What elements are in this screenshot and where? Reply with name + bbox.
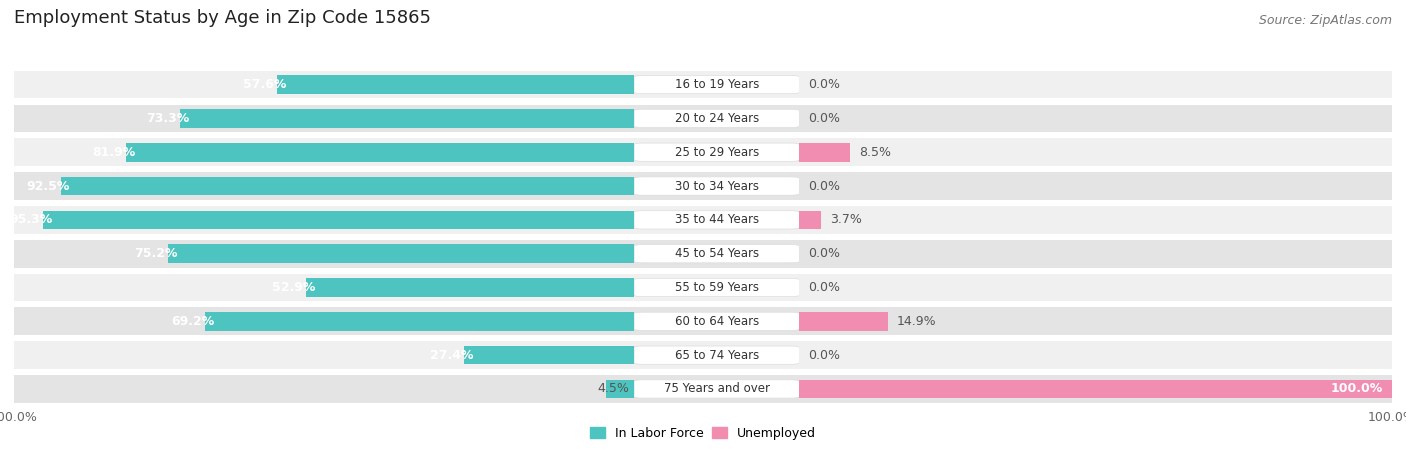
Bar (14, 240, 634, 267)
Text: 0.0%: 0.0% (808, 78, 841, 91)
Text: 30 to 34 Years: 30 to 34 Years (675, 179, 759, 193)
Bar (14, 375, 634, 403)
FancyBboxPatch shape (634, 312, 800, 331)
Text: 55 to 59 Years: 55 to 59 Years (675, 281, 759, 294)
Text: 92.5%: 92.5% (27, 179, 70, 193)
Bar (800, 211, 821, 229)
FancyBboxPatch shape (634, 211, 800, 229)
Text: 65 to 74 Years: 65 to 74 Years (675, 349, 759, 362)
Bar (800, 308, 1392, 335)
Bar (800, 375, 1392, 403)
Bar (634, 71, 800, 98)
Bar (800, 71, 1392, 98)
Legend: In Labor Force, Unemployed: In Labor Force, Unemployed (585, 422, 821, 445)
Bar (14, 138, 634, 166)
Bar (14, 274, 634, 301)
FancyBboxPatch shape (634, 278, 800, 297)
FancyBboxPatch shape (634, 143, 800, 161)
Bar (800, 312, 887, 331)
FancyBboxPatch shape (634, 177, 800, 195)
Bar (307, 278, 634, 297)
Bar (634, 172, 800, 200)
Text: Source: ZipAtlas.com: Source: ZipAtlas.com (1258, 14, 1392, 27)
Bar (634, 375, 800, 403)
Bar (167, 244, 634, 263)
FancyBboxPatch shape (634, 75, 800, 94)
Text: 16 to 19 Years: 16 to 19 Years (675, 78, 759, 91)
Bar (464, 346, 634, 364)
Bar (800, 138, 1392, 166)
Bar (800, 240, 1392, 267)
Text: 8.5%: 8.5% (859, 146, 890, 159)
Bar (800, 341, 1392, 369)
Text: 52.9%: 52.9% (271, 281, 315, 294)
Bar (180, 109, 634, 128)
FancyBboxPatch shape (634, 346, 800, 364)
Text: 35 to 44 Years: 35 to 44 Years (675, 213, 759, 226)
Text: 25 to 29 Years: 25 to 29 Years (675, 146, 759, 159)
Bar (205, 312, 634, 331)
Text: 95.3%: 95.3% (10, 213, 52, 226)
Text: 81.9%: 81.9% (93, 146, 135, 159)
Bar (800, 274, 1392, 301)
Bar (634, 206, 800, 234)
Text: 0.0%: 0.0% (808, 179, 841, 193)
Bar (634, 138, 800, 166)
Bar (14, 341, 634, 369)
Bar (800, 143, 849, 161)
Text: 57.6%: 57.6% (243, 78, 287, 91)
Text: Employment Status by Age in Zip Code 15865: Employment Status by Age in Zip Code 158… (14, 9, 432, 27)
Text: 0.0%: 0.0% (808, 112, 841, 125)
Bar (634, 240, 800, 267)
Text: 0.0%: 0.0% (808, 281, 841, 294)
Bar (14, 105, 634, 132)
Text: 75.2%: 75.2% (134, 247, 177, 260)
Text: 0.0%: 0.0% (808, 349, 841, 362)
Bar (606, 380, 634, 398)
Bar (800, 105, 1392, 132)
Text: 100.0%: 100.0% (1331, 382, 1384, 396)
Text: 0.0%: 0.0% (808, 247, 841, 260)
Bar (800, 380, 1392, 398)
Text: 69.2%: 69.2% (172, 315, 214, 328)
Bar (634, 105, 800, 132)
FancyBboxPatch shape (634, 109, 800, 128)
Bar (634, 341, 800, 369)
Text: 60 to 64 Years: 60 to 64 Years (675, 315, 759, 328)
FancyBboxPatch shape (634, 380, 800, 398)
Text: 14.9%: 14.9% (897, 315, 936, 328)
Text: 75 Years and over: 75 Years and over (664, 382, 769, 396)
Bar (14, 172, 634, 200)
Bar (60, 177, 634, 195)
Bar (800, 172, 1392, 200)
Bar (14, 308, 634, 335)
Bar (634, 308, 800, 335)
Text: 73.3%: 73.3% (146, 112, 188, 125)
Bar (277, 75, 634, 94)
Bar (44, 211, 634, 229)
Bar (634, 274, 800, 301)
Bar (127, 143, 634, 161)
Bar (800, 206, 1392, 234)
Bar (14, 71, 634, 98)
FancyBboxPatch shape (634, 244, 800, 263)
Text: 20 to 24 Years: 20 to 24 Years (675, 112, 759, 125)
Text: 3.7%: 3.7% (831, 213, 862, 226)
Text: 45 to 54 Years: 45 to 54 Years (675, 247, 759, 260)
Text: 4.5%: 4.5% (598, 382, 628, 396)
Bar (14, 206, 634, 234)
Text: 27.4%: 27.4% (430, 349, 474, 362)
